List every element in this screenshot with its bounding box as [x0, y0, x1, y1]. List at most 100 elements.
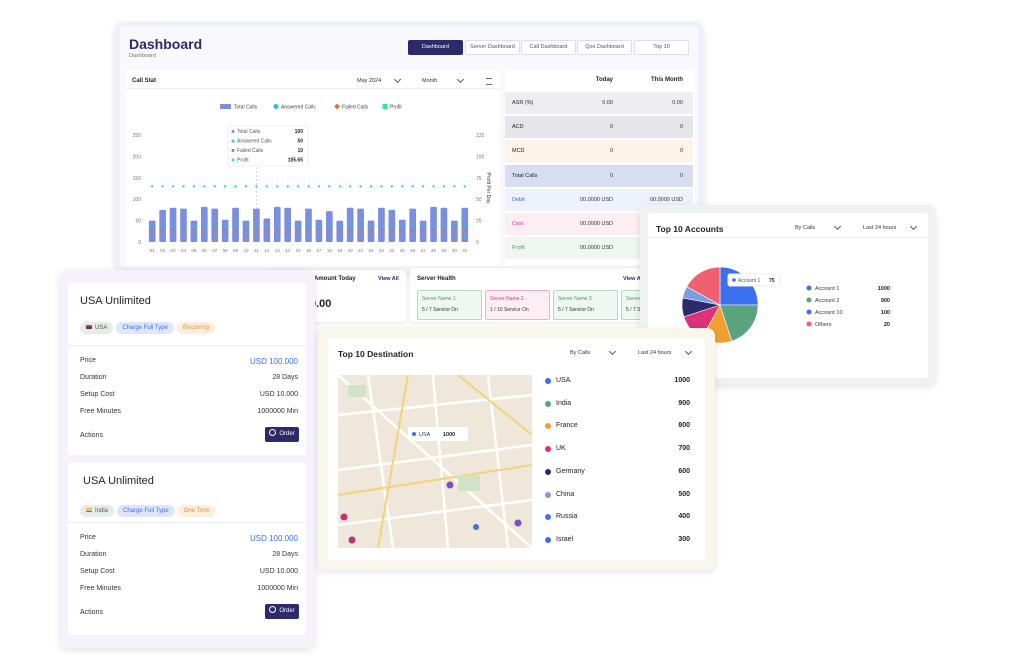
cell: 00.0000 USD	[579, 245, 613, 252]
order-button[interactable]: Order	[265, 427, 299, 442]
point	[161, 185, 164, 188]
destination-value: 500	[678, 490, 690, 498]
x-tick-label: 24	[389, 248, 395, 253]
point	[182, 225, 185, 229]
point	[296, 228, 300, 232]
tooltip-value: 50	[297, 139, 303, 145]
map[interactable]: USA 1000	[338, 375, 532, 548]
destination-value: 600	[678, 467, 690, 475]
card-title: Call Stat	[132, 78, 157, 84]
tag: Recurring	[176, 322, 215, 334]
bar	[284, 207, 291, 242]
point	[328, 225, 331, 229]
point	[244, 225, 248, 229]
point	[390, 185, 394, 188]
tab[interactable]: Call Dashboard	[521, 40, 576, 55]
legend-swatch	[334, 103, 340, 110]
map-pin[interactable]	[446, 481, 454, 489]
point	[203, 185, 206, 188]
point	[380, 225, 383, 229]
point	[317, 225, 321, 229]
map-parks	[348, 385, 480, 491]
order-button[interactable]: Order	[265, 604, 299, 619]
destination-name: France	[556, 422, 578, 430]
row-label: Debit	[512, 196, 525, 203]
page-title: Dashboard	[129, 36, 203, 52]
point	[244, 185, 248, 188]
x-tick-label: 16	[306, 248, 312, 253]
range-select[interactable]: Last 24 hours	[863, 225, 897, 231]
period-select[interactable]: Month	[422, 78, 438, 84]
map-pin[interactable]	[514, 519, 522, 527]
tab[interactable]: Qos Dashboard	[577, 40, 632, 55]
map-pin[interactable]	[348, 536, 356, 544]
tooltip-dot	[412, 432, 416, 436]
tab[interactable]: Dashboard	[408, 40, 463, 55]
x-tick-label: 26	[410, 248, 416, 253]
filter-select[interactable]: By Calls	[570, 350, 591, 356]
tooltip-dot	[231, 149, 235, 152]
tooltip-label: Total Calls	[237, 129, 261, 135]
point	[307, 225, 310, 229]
table-row	[505, 92, 693, 114]
legend-label: Account 2	[815, 298, 839, 304]
point	[432, 185, 435, 188]
row-label: Duration	[80, 374, 107, 381]
point	[442, 185, 446, 188]
point	[348, 225, 352, 229]
y-tick-label: 150	[133, 176, 142, 182]
amount-value: 0.00	[310, 298, 332, 310]
point	[411, 228, 414, 232]
filter-select[interactable]: By Calls	[795, 225, 816, 231]
y2-tick-label: 75	[476, 176, 482, 182]
point	[359, 225, 362, 229]
legend-dot	[545, 491, 551, 498]
x-tick-label: 22	[369, 248, 375, 253]
breadcrumb[interactable]: Dashboard	[129, 53, 156, 59]
point	[369, 225, 373, 229]
server-name: Server Name 1	[422, 296, 456, 302]
x-tick-label: 02	[160, 248, 166, 253]
legend-dot	[545, 468, 551, 475]
view-all[interactable]: View All	[623, 276, 644, 282]
point	[432, 225, 435, 229]
row-value: 1000000 Min	[257, 408, 298, 415]
x-tick-label: 12	[264, 248, 270, 253]
point	[390, 225, 394, 229]
x-tick-label: 31	[462, 248, 468, 253]
cell: 00.0000 USD	[649, 196, 683, 203]
tag-text: USA	[95, 325, 108, 331]
row-value: USD 100.000	[249, 357, 298, 366]
point	[442, 225, 446, 229]
y2-axis-label: Profit Per Day	[485, 172, 491, 204]
bar	[409, 208, 417, 242]
point	[276, 228, 279, 232]
action-label: Actions	[80, 432, 103, 439]
legend-value: 1000	[878, 286, 890, 292]
action-label: Actions	[80, 609, 103, 616]
tab[interactable]: Server Dashboard	[465, 40, 520, 55]
map-pin[interactable]	[473, 524, 479, 530]
x-tick-label: 05	[191, 248, 197, 253]
view-all[interactable]: View All	[378, 276, 399, 282]
bar	[211, 208, 219, 242]
map-pin[interactable]	[340, 513, 348, 521]
point	[369, 228, 373, 232]
row-value: 28 Days	[272, 551, 298, 558]
x-tick-label: 18	[327, 248, 333, 253]
tag-text: One Time	[183, 508, 210, 514]
tooltip-value: 100	[295, 129, 304, 135]
menu-icon[interactable]	[486, 78, 492, 85]
destination-value: 1000	[674, 377, 690, 384]
month-select[interactable]: May 2024	[357, 78, 382, 84]
destination-value: 700	[678, 445, 690, 453]
y-tick-label: 100	[133, 197, 142, 203]
bar	[357, 208, 364, 242]
range-select[interactable]: Last 24 hours	[638, 350, 672, 356]
tag: Charge Full Type	[116, 322, 174, 334]
tag-text: Charge Full Type	[123, 508, 169, 514]
tab[interactable]: Top 10	[634, 40, 689, 55]
row-label: Total Calls	[512, 172, 538, 179]
row-label: Setup Cost	[80, 568, 115, 575]
legend-label: Account 1	[815, 286, 839, 292]
